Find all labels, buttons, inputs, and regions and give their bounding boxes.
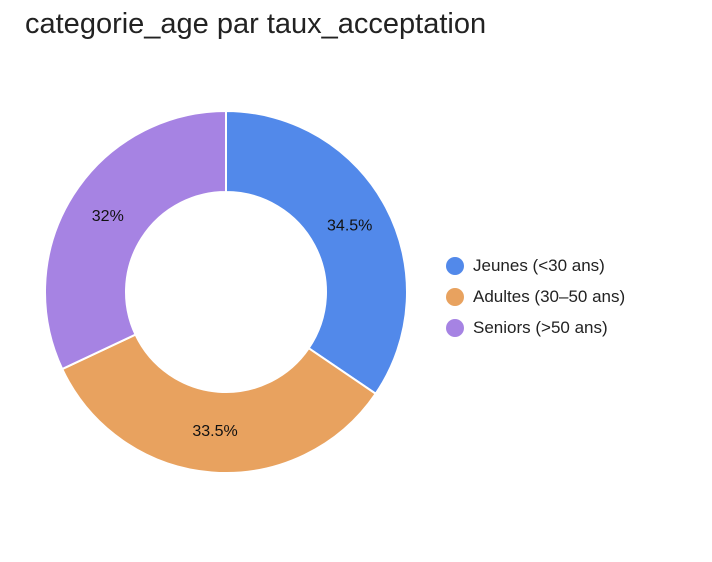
- slice-label-2: 33.5%: [192, 423, 237, 440]
- slice-label-3: 32%: [92, 208, 124, 225]
- legend-label: Adultes (30–50 ans): [473, 286, 626, 306]
- slice-label-1: 34.5%: [327, 218, 372, 235]
- labels-group: 34.5% 33.5% 32%: [92, 208, 373, 440]
- slice-3[interactable]: [44, 109, 227, 371]
- chart-title: categorie_age par taux_acceptation: [25, 8, 487, 40]
- legend-label: Jeunes (<30 ans): [473, 255, 605, 275]
- legend-swatch-icon: [446, 256, 464, 275]
- legend-swatch-icon: [446, 318, 464, 337]
- slice-2[interactable]: [60, 333, 378, 474]
- legend-item-1[interactable]: Jeunes (<30 ans): [446, 250, 625, 281]
- legend-swatch-icon: [446, 287, 464, 306]
- slice-1[interactable]: [225, 109, 408, 396]
- legend-item-3[interactable]: Seniors (>50 ans): [446, 312, 625, 343]
- slices-group: [44, 109, 408, 474]
- legend-label: Seniors (>50 ans): [473, 317, 608, 337]
- legend: Jeunes (<30 ans) Adultes (30–50 ans) Senio…: [446, 250, 625, 343]
- legend-item-2[interactable]: Adultes (30–50 ans): [446, 281, 625, 312]
